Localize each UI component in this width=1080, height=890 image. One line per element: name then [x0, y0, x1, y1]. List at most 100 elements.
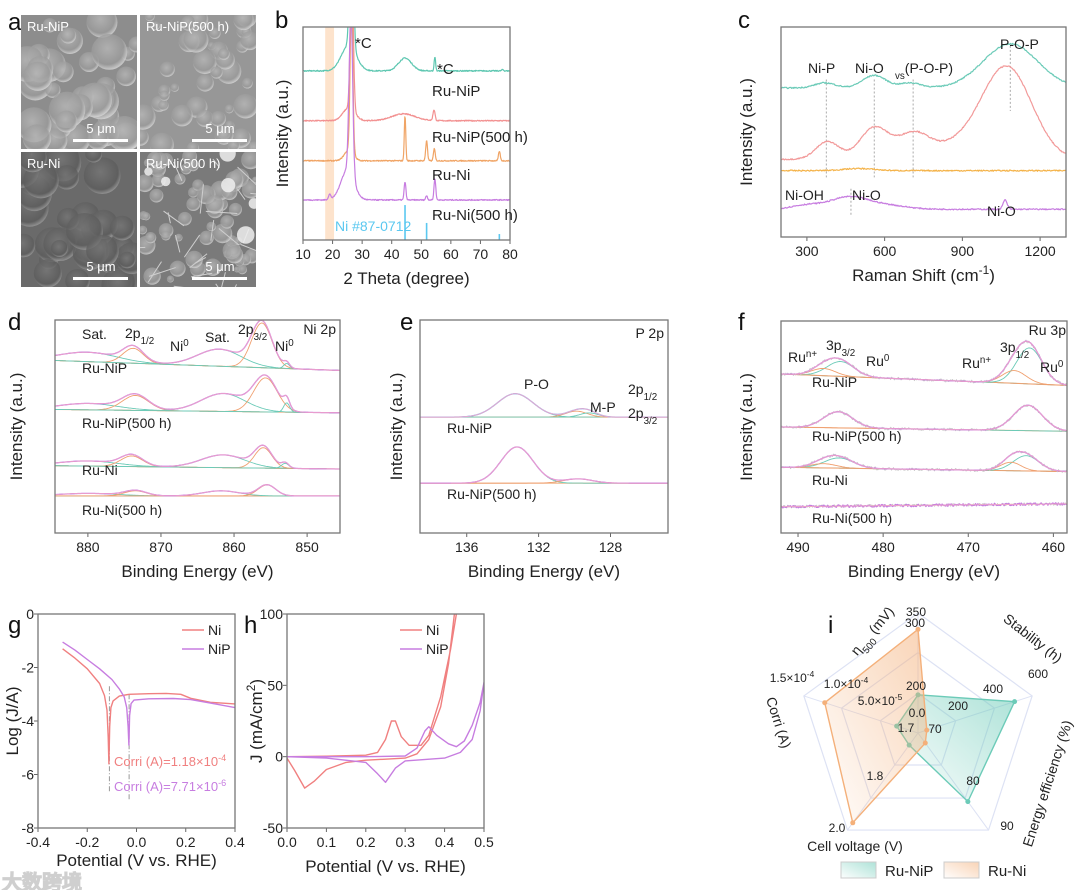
panel-letter-h: h [244, 612, 257, 639]
x-tick-label: 900 [951, 243, 975, 259]
radar-tick-label: 1.7 [898, 721, 915, 735]
label-text: Ni [275, 338, 288, 354]
x-tick-label: 136 [455, 539, 479, 555]
x-tick-label: 0.0 [277, 834, 297, 850]
fit-sum-line [781, 404, 1067, 431]
label-text: Stability (h) [1001, 610, 1066, 666]
label-text: 1.0×10 [824, 677, 861, 691]
x-tick-label: 850 [295, 539, 319, 555]
plot-frame [54, 319, 341, 534]
radar-point [922, 740, 928, 746]
peak-label: Sat. [205, 329, 230, 345]
plot-frame [286, 613, 485, 829]
x-tick-label: 0.0 [127, 834, 147, 850]
panel-letter-d: d [8, 309, 21, 336]
x-tick-label: -0.2 [75, 834, 99, 850]
x-tick-label: 132 [527, 539, 551, 555]
superscript: 0 [1058, 359, 1064, 370]
radar-tick-label: 70 [928, 722, 942, 736]
x-tick-label: 880 [76, 539, 100, 555]
highlight-band [325, 27, 335, 240]
x-tick-label: 0.3 [395, 834, 415, 850]
x-tick-label: 600 [873, 243, 897, 259]
series-line-ru-ni [303, 27, 510, 162]
label-text: Ni-O [855, 60, 884, 76]
label-text: 3p [826, 337, 842, 353]
series-label: Ru-NiP(500 h) [432, 129, 528, 146]
radar-grid-ring [803, 612, 1033, 831]
series-label: Ru-NiP [812, 374, 857, 390]
label-text: Ni [170, 338, 183, 354]
series-label: Ru-Ni(500 h) [82, 502, 162, 518]
sem-image-1: Ru-NiP(500 h) 5 μm [140, 15, 256, 149]
radar-tick-label: 1.5×10-4 [770, 669, 815, 685]
superscript: n+ [980, 355, 991, 366]
y-tick-label: -50 [263, 820, 283, 836]
series-label: Ru-Ni [432, 167, 470, 184]
x-tick-label: 0.1 [317, 834, 337, 850]
plot-area [55, 320, 340, 497]
scale-bar [73, 139, 128, 142]
chart-title: P 2p [635, 325, 664, 341]
x-tick-label: 1200 [1025, 243, 1056, 259]
peak-label: Ni0 [170, 338, 189, 355]
fit-sum-line [420, 393, 668, 418]
label-text: P-O-P [1000, 36, 1039, 52]
label-text: Ru [788, 349, 806, 365]
sem-image-0: Ru-NiP 5 μm [21, 15, 137, 149]
radar-point [822, 700, 828, 706]
sem-image-label: Ru-NiP [27, 19, 69, 34]
y-tick-label: 0 [26, 606, 34, 622]
label-text: 2p [238, 321, 254, 337]
plot-area [287, 614, 484, 789]
x-tick-label: 0.4 [225, 834, 245, 850]
fit-component-line [55, 402, 340, 414]
series-line-ru-ni-500-h- [303, 27, 510, 202]
sem-image-2: Ru-Ni 5 μm [21, 152, 137, 287]
y-tick-label: 0 [275, 749, 283, 765]
peak-annotation: *C [355, 35, 372, 52]
superscript: -6 [218, 778, 226, 788]
panel-letter-a: a [8, 9, 22, 36]
plot-area [781, 339, 1067, 509]
chart-panel-g: -0.4 -0.2 0.0 0.2 0.4 0 -2 -4 -6 -8 Potential (V v… [3, 606, 245, 870]
label-text: 3p [1000, 339, 1016, 355]
peak-label: P-O-P [1000, 36, 1039, 52]
subscript: 1/2 [141, 336, 155, 347]
legend-swatch [943, 861, 980, 879]
y-tick-label: 50 [267, 677, 283, 693]
peak-label: vs(P-O-P) [895, 60, 953, 82]
y-axis-label: J (mA/cm2) [244, 679, 266, 763]
radar-axis-label: Cell voltage (V) [807, 838, 903, 854]
series-line-ni [62, 648, 235, 765]
series-label: Ru-Ni(500 h) [812, 510, 892, 526]
fit-sum-line [420, 446, 668, 484]
label-text: Ni-OH [785, 187, 824, 203]
radar-tick-label: 0.0 [909, 706, 926, 720]
peak-label: 3p3/2 [826, 337, 855, 359]
peak-label: Sat. [82, 326, 107, 342]
plot-area [781, 42, 1066, 216]
sem-image-3: Ru-Ni(500 h) 5 μm [140, 152, 256, 287]
y-tick-label: 100 [260, 606, 284, 622]
scale-bar [192, 139, 247, 142]
label-text: Corri (A) [763, 695, 795, 750]
superscript: 0 [288, 338, 294, 349]
series-label: Ru-NiP(500 h) [82, 415, 171, 431]
x-tick-label: 128 [599, 539, 623, 555]
radar-tick-label: 600 [1028, 667, 1048, 681]
x-tick-label: 0.4 [435, 834, 455, 850]
fit-sum-line [781, 451, 1067, 472]
series-line-ni [287, 614, 458, 789]
label-text: Cell voltage (V) [807, 838, 903, 854]
radar-tick-label: 80 [966, 774, 980, 788]
series-line-0 [781, 42, 1066, 90]
fit-sum-line [781, 340, 1067, 386]
x-axis-label: Binding Energy (eV) [848, 562, 1000, 581]
series-label: Ru-Ni [82, 462, 118, 478]
series-label: Ru-NiP [447, 420, 492, 436]
peak-label: Ni-O [987, 203, 1016, 219]
subscript: 1/2 [1016, 350, 1030, 361]
x-tick-label: 470 [957, 539, 981, 555]
radar-tick-label: 300 [905, 616, 925, 630]
